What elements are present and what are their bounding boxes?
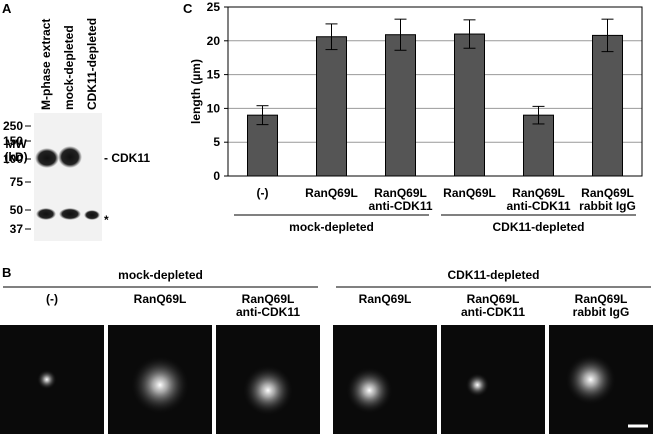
panel-label: A xyxy=(2,1,12,16)
image-label-line: anti-CDK11 xyxy=(236,305,300,319)
bar xyxy=(385,34,416,177)
marker-label: 150 xyxy=(3,134,23,148)
mw-label-line: MW xyxy=(5,137,27,151)
image-label-line: RanQ69L xyxy=(242,292,295,306)
y-tick-label: 5 xyxy=(213,135,220,149)
bar xyxy=(247,114,278,177)
y-tick-label: 10 xyxy=(207,101,221,115)
image-label-line: (-) xyxy=(46,292,58,306)
aster xyxy=(36,369,57,390)
marker-label: 75 xyxy=(10,175,24,189)
aster xyxy=(242,364,294,417)
band-label: * xyxy=(104,213,109,227)
band xyxy=(84,210,100,220)
panel-label: B xyxy=(2,265,11,280)
lane-label: M-phase extract xyxy=(39,19,53,110)
bar xyxy=(592,34,623,177)
image-label: RanQ69L anti-CDK11 xyxy=(461,292,525,319)
x-tick-label-line: (-) xyxy=(257,186,269,200)
group-label: mock-depleted xyxy=(289,220,374,234)
image-label-line: anti-CDK11 xyxy=(461,305,525,319)
image-label: RanQ69L rabbit IgG xyxy=(573,292,630,319)
aster xyxy=(564,353,617,406)
y-tick-label: 15 xyxy=(207,68,221,82)
image-label: (-) xyxy=(46,292,58,306)
marker-label: 50 xyxy=(10,203,24,217)
band xyxy=(35,148,59,168)
image-label: RanQ69L xyxy=(134,292,187,306)
y-tick-label: 20 xyxy=(207,34,221,48)
bar xyxy=(316,36,347,177)
group-label: CDK11-depleted xyxy=(492,220,584,234)
x-tick-label-line: RanQ69L xyxy=(374,186,427,200)
group-label: CDK11-depleted xyxy=(447,268,539,282)
x-tick-label-line: anti-CDK11 xyxy=(368,199,432,213)
x-tick-label: RanQ69L xyxy=(305,186,358,200)
image-label-line: RanQ69L xyxy=(134,292,187,306)
x-tick-label-line: RanQ69L xyxy=(581,186,634,200)
micrograph xyxy=(441,325,545,434)
image-label: RanQ69L anti-CDK11 xyxy=(236,292,300,319)
image-label-line: rabbit IgG xyxy=(573,305,630,319)
group-label: mock-depleted xyxy=(118,268,203,282)
band xyxy=(36,208,56,220)
y-tick-label: 25 xyxy=(207,0,221,14)
band-label: - CDK11 xyxy=(104,151,150,165)
marker-label: 100 xyxy=(3,152,23,166)
image-label: RanQ69L xyxy=(359,292,412,306)
aster xyxy=(465,372,490,397)
band xyxy=(58,146,82,168)
x-tick-label-line: RanQ69L xyxy=(443,186,496,200)
x-tick-label: (-) xyxy=(257,186,269,200)
x-tick-label-line: rabbit IgG xyxy=(579,199,636,213)
x-tick-label-line: RanQ69L xyxy=(305,186,358,200)
panel-label: C xyxy=(183,1,193,16)
mw-label-line: (kD) xyxy=(4,150,27,164)
aster xyxy=(345,366,394,415)
blot xyxy=(34,113,102,241)
lane-label: mock-depleted xyxy=(62,25,76,110)
marker-label: 250 xyxy=(3,119,23,133)
x-tick-label: RanQ69L anti-CDK11 xyxy=(368,186,432,213)
micrographs xyxy=(0,325,653,434)
x-tick-label: RanQ69L anti-CDK11 xyxy=(506,186,570,213)
mw-label: MW (kD) xyxy=(4,137,27,164)
image-label-line: RanQ69L xyxy=(575,292,628,306)
lane-label: CDK11-depleted xyxy=(85,18,99,110)
aster xyxy=(130,354,190,415)
image-label-line: RanQ69L xyxy=(467,292,520,306)
x-tick-label: RanQ69L rabbit IgG xyxy=(579,186,636,213)
band xyxy=(59,208,81,220)
y-tick-label: 0 xyxy=(213,169,220,183)
image-label-line: RanQ69L xyxy=(359,292,412,306)
y-axis-label: length (µm) xyxy=(189,59,203,124)
marker-label: 37 xyxy=(10,222,24,236)
x-tick-label-line: RanQ69L xyxy=(512,186,565,200)
plot-frame xyxy=(227,6,643,177)
x-tick-label: RanQ69L xyxy=(443,186,496,200)
x-tick-label-line: anti-CDK11 xyxy=(506,199,570,213)
bar xyxy=(454,33,485,177)
